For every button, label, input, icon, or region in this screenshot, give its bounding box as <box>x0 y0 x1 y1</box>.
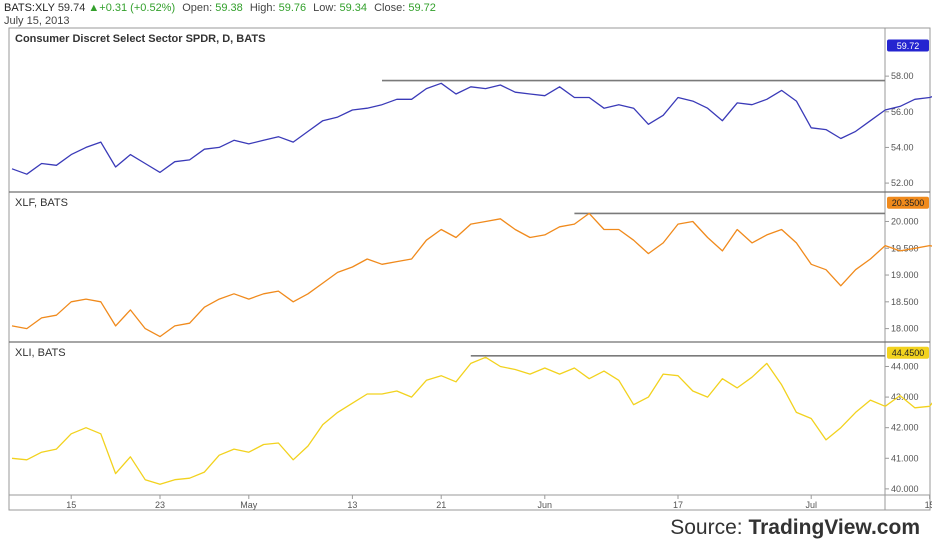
y-tick-label: 40.000 <box>891 484 919 494</box>
pane-title: XLF, BATS <box>15 197 68 209</box>
y-tick-label: 52.00 <box>891 178 914 188</box>
close-label: Close: <box>374 2 406 14</box>
y-tick-label: 43.000 <box>891 392 919 402</box>
source-credit: Source: TradingView.com <box>670 516 920 540</box>
series-line <box>11 212 932 338</box>
quote-date: July 15, 2013 <box>4 15 70 27</box>
source-brand: TradingView.com <box>748 516 920 539</box>
low-label: Low: <box>313 2 337 14</box>
series-line <box>11 82 932 175</box>
y-tick-label: 41.000 <box>891 453 919 463</box>
y-tick-label: 56.00 <box>891 107 914 117</box>
x-tick-label: 17 <box>673 500 683 510</box>
y-tick-label: 54.00 <box>891 142 914 152</box>
x-tick-label: May <box>240 500 258 510</box>
x-tick-label: 13 <box>347 500 357 510</box>
x-tick-label: 21 <box>436 500 446 510</box>
chart-frame <box>8 27 931 511</box>
y-tick-label: 18.000 <box>891 324 919 334</box>
source-prefix: Source: <box>670 516 749 539</box>
y-tick-label: 44.000 <box>891 361 919 371</box>
last-value-label: 20.3500 <box>892 198 925 208</box>
change-up-icon: ▲ <box>88 2 100 14</box>
last-value-badge <box>887 39 929 52</box>
x-tick-label: 15 <box>66 500 76 510</box>
high-label: High: <box>249 2 276 14</box>
open-value: 59.38 <box>215 2 243 14</box>
y-tick-label: 18.500 <box>891 297 919 307</box>
y-tick-label: 19.000 <box>891 270 919 280</box>
last-price: 59.74 <box>57 2 86 14</box>
symbol: BATS:XLY <box>4 2 55 14</box>
x-tick-label: 15 <box>925 500 932 510</box>
x-tick-label: Jun <box>538 500 553 510</box>
last-value-badge <box>887 346 929 359</box>
y-tick-label: 58.00 <box>891 71 914 81</box>
low-value: 59.34 <box>339 2 368 14</box>
high-value: 59.76 <box>278 2 307 14</box>
last-value-label: 44.4500 <box>892 348 925 358</box>
x-tick-label: 23 <box>155 500 165 510</box>
change-value: +0.31 (+0.52%) <box>99 2 176 14</box>
last-value-badge <box>887 196 929 209</box>
quote-header: BATS:XLY 59.74 ▲+0.31 (+0.52%) Open: 59.… <box>4 2 436 28</box>
pane-title: Consumer Discret Select Sector SPDR, D, … <box>15 33 265 45</box>
open-label: Open: <box>182 2 213 14</box>
y-tick-label: 42.000 <box>891 423 919 433</box>
pane-title: XLI, BATS <box>15 347 66 359</box>
series-line <box>11 356 932 485</box>
y-tick-label: 20.000 <box>891 216 919 226</box>
close-value: 59.72 <box>408 2 436 14</box>
y-tick-label: 19.500 <box>891 243 919 253</box>
x-tick-label: Jul <box>805 500 817 510</box>
last-value-label: 59.72 <box>897 41 920 51</box>
